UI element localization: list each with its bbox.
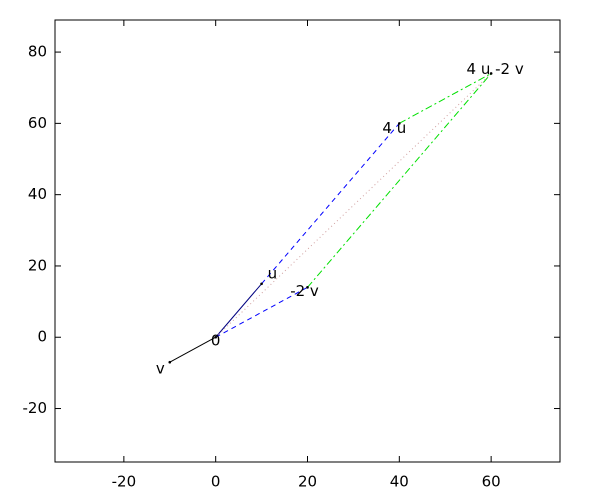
point-label: u	[268, 264, 278, 282]
y-tick-label: 0	[37, 328, 47, 346]
vector-segment	[261, 123, 400, 285]
point-label: v	[156, 360, 165, 378]
y-tick-label: 40	[28, 185, 47, 203]
vector-point	[260, 282, 263, 286]
vector-point	[214, 335, 217, 339]
vector-segment	[307, 73, 492, 288]
vector-segment	[215, 73, 492, 338]
vector-point	[168, 360, 172, 364]
y-tick-label: 80	[28, 43, 47, 61]
vector-point	[489, 72, 493, 75]
y-tick-label: -20	[23, 399, 48, 417]
vector-segment	[399, 73, 492, 124]
vector-point	[306, 286, 309, 289]
y-tick-label: 60	[28, 114, 47, 132]
plot-frame	[54, 19, 561, 463]
point-label: -2 v	[290, 282, 319, 300]
point-label: 4 u -2 v	[467, 60, 524, 78]
vector-segment	[215, 283, 262, 338]
x-tick-label: 60	[482, 473, 501, 491]
y-tick-label: 20	[28, 256, 47, 274]
x-tick-label: 40	[390, 473, 409, 491]
point-label: 0	[211, 332, 221, 350]
vector-segment	[169, 336, 216, 363]
x-tick-label: 20	[298, 473, 317, 491]
x-tick-label: 0	[211, 473, 221, 491]
point-label: 4 u	[382, 119, 406, 137]
x-tick-label: -20	[112, 473, 137, 491]
vector-point	[398, 122, 401, 125]
